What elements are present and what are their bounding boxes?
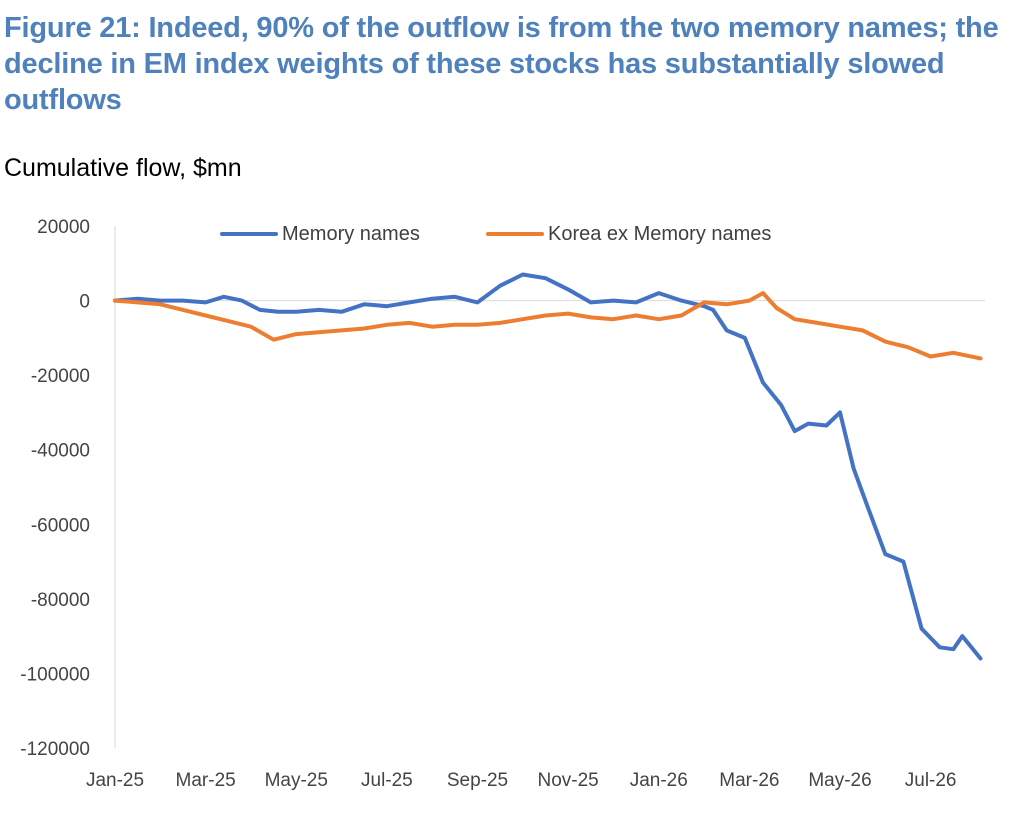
chart-title: Figure 21: Indeed, 90% of the outflow is…: [4, 12, 999, 116]
x-tick-label: Jul-26: [905, 770, 957, 791]
series-lines: [113, 272, 983, 661]
legend-label: Memory names: [282, 223, 420, 245]
x-tick-label: May-25: [265, 770, 328, 791]
y-tick-label: -20000: [31, 366, 90, 387]
y-tick-label: -80000: [31, 590, 90, 611]
x-tick-label: Sep-25: [447, 770, 508, 791]
y-tick-label: -40000: [31, 441, 90, 462]
y-tick-label: -60000: [31, 515, 90, 536]
series-line-korea-ex-memory-names: [113, 291, 983, 361]
x-tick-label: Jan-25: [86, 770, 144, 791]
x-axis: Jan-25 Mar-25 May-25 Jul-25 Sep-25 Nov-25 Jan-…: [86, 300, 985, 791]
x-tick-label: Jan-26: [630, 770, 688, 791]
line-chart: 20000 0 -20000 -40000 -60000 -80000 -100000 -12…: [20, 217, 985, 791]
series-line-memory-names: [113, 272, 983, 661]
x-tick-label: Nov-25: [538, 770, 599, 791]
y-tick-label: 0: [79, 292, 90, 313]
legend-label: Korea ex Memory names: [548, 223, 771, 245]
x-tick-label: Mar-25: [176, 770, 236, 791]
y-axis: 20000 0 -20000 -40000 -60000 -80000 -100000 -12…: [20, 217, 116, 760]
chart-subtitle: Cumulative flow, $mn: [4, 154, 242, 182]
y-tick-label: -120000: [20, 739, 90, 760]
y-tick-label: -100000: [20, 664, 90, 685]
y-tick-label: 20000: [37, 217, 90, 238]
x-tick-label: Jul-25: [361, 770, 413, 791]
x-tick-label: Mar-26: [719, 770, 779, 791]
x-tick-label: May-26: [808, 770, 871, 791]
legend: Memory names Korea ex Memory names: [220, 223, 771, 245]
